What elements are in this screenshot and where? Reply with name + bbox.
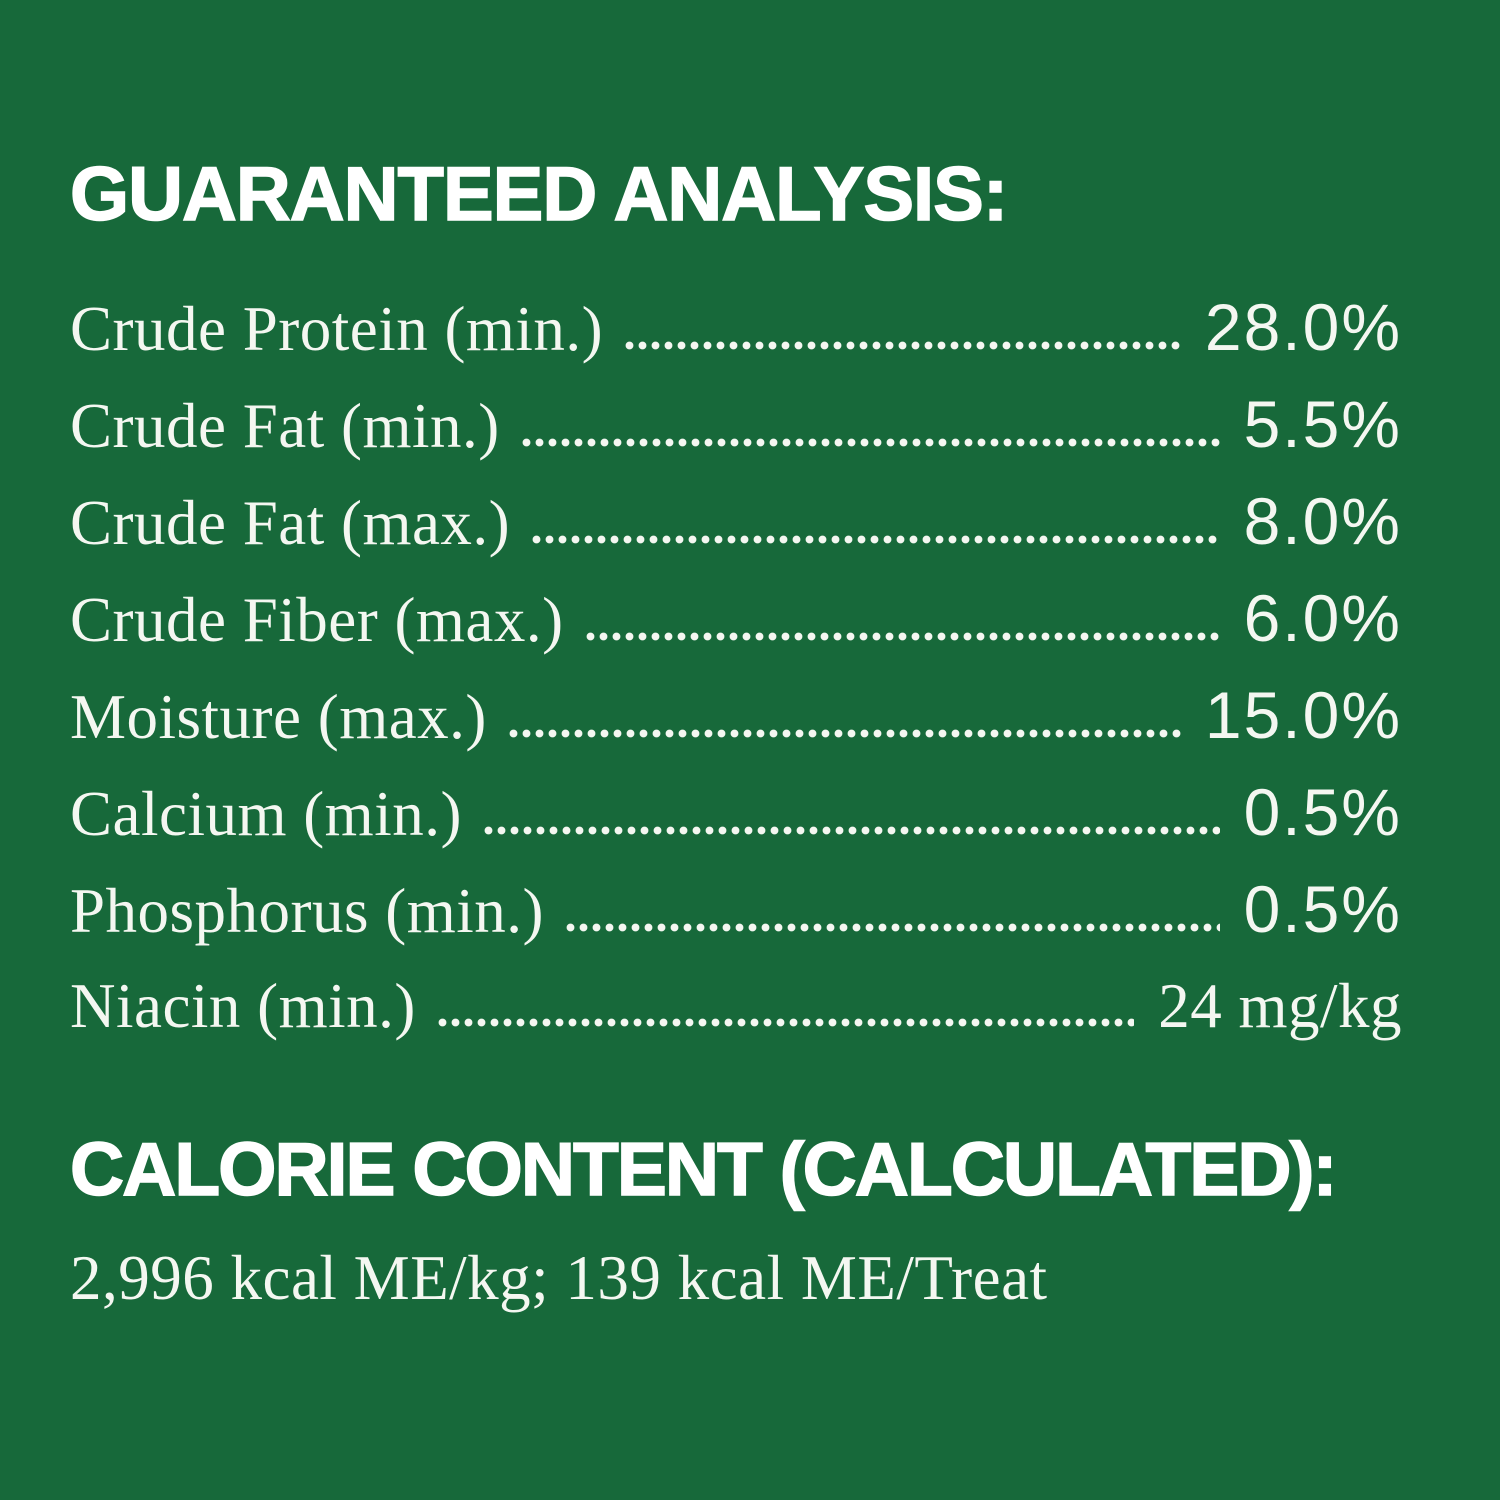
calorie-content-title: CALORIE CONTENT (CALCULATED): xyxy=(69,1127,1338,1211)
analysis-row: Niacin (min.) 24 mg/kg xyxy=(70,959,1402,1054)
analysis-value: 6.0% xyxy=(1243,581,1402,655)
analysis-label: Crude Fat (max.) xyxy=(70,488,511,558)
analysis-label: Calcium (min.) xyxy=(70,779,462,849)
dot-leader xyxy=(625,341,1181,350)
dot-leader xyxy=(483,826,1220,835)
calorie-content-value: 2,996 kcal ME/kg; 139 kcal ME/Treat xyxy=(70,1243,1048,1313)
dot-leader xyxy=(521,438,1220,447)
analysis-value: 0.5% xyxy=(1243,872,1402,946)
analysis-value: 28.0% xyxy=(1204,290,1402,364)
analysis-label: Niacin (min.) xyxy=(70,971,416,1041)
analysis-value: 0.5% xyxy=(1243,775,1402,849)
analysis-row: Crude Fat (min.) 5.5% xyxy=(70,377,1402,474)
analysis-label: Crude Protein (min.) xyxy=(70,294,604,364)
analysis-label: Phosphorus (min.) xyxy=(70,876,545,946)
dot-leader xyxy=(508,729,1181,738)
analysis-value: 15.0% xyxy=(1204,678,1402,752)
analysis-row: Crude Fiber (max.) 6.0% xyxy=(70,571,1402,668)
dot-leader xyxy=(437,1018,1135,1027)
analysis-row: Crude Fat (max.) 8.0% xyxy=(70,474,1402,571)
analysis-row: Phosphorus (min.) 0.5% xyxy=(70,862,1402,959)
dot-leader xyxy=(532,535,1220,544)
analysis-label: Crude Fat (min.) xyxy=(70,391,500,461)
analysis-row: Crude Protein (min.) 28.0% xyxy=(70,280,1402,377)
analysis-value: 8.0% xyxy=(1243,484,1402,558)
dot-leader xyxy=(566,923,1220,932)
dot-leader xyxy=(585,632,1220,641)
guaranteed-analysis-title: GUARANTEED ANALYSIS: xyxy=(69,152,1009,237)
analysis-label: Moisture (max.) xyxy=(70,682,487,752)
analysis-row: Calcium (min.) 0.5% xyxy=(70,765,1402,862)
analysis-row: Moisture (max.) 15.0% xyxy=(70,668,1402,765)
analysis-label: Crude Fiber (max.) xyxy=(70,585,564,655)
analysis-value: 24 mg/kg xyxy=(1158,971,1402,1041)
analysis-value: 5.5% xyxy=(1243,387,1402,461)
guaranteed-analysis-table: Crude Protein (min.) 28.0% Crude Fat (mi… xyxy=(70,280,1402,1054)
